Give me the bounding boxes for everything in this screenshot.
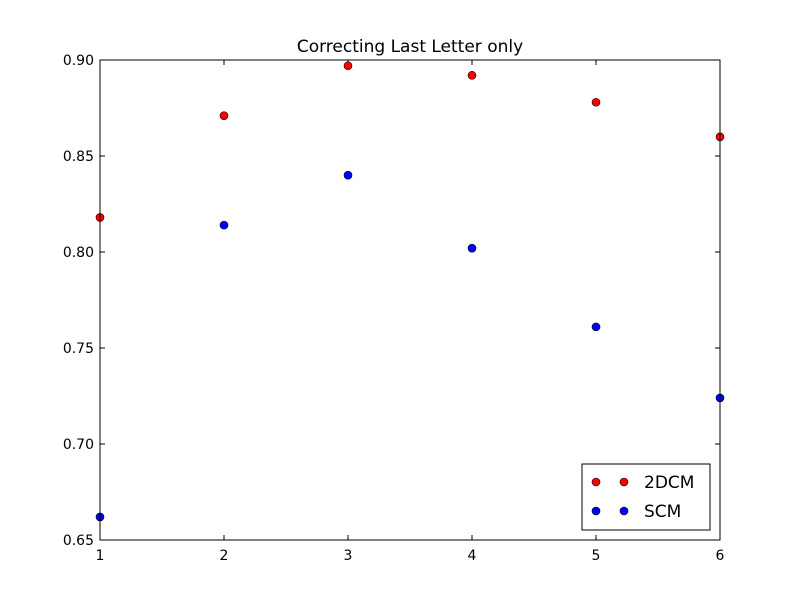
legend: 2DCM SCM [581, 463, 711, 531]
plot-frame [99, 59, 721, 541]
x-tick-label: 4 [468, 548, 477, 564]
x-tick-label: 2 [220, 548, 229, 564]
y-tick-label: 0.90 [63, 53, 94, 69]
data-point-scm [343, 170, 353, 180]
y-tick-label: 0.65 [63, 533, 94, 549]
y-tick-label: 0.70 [63, 437, 94, 453]
data-point-2dcm [343, 61, 353, 71]
legend-marker-scm [591, 506, 601, 516]
y-tick-label: 0.85 [63, 149, 94, 165]
x-tick-label: 3 [344, 548, 353, 564]
y-tick-label: 0.80 [63, 245, 94, 261]
y-tick-label: 0.75 [63, 341, 94, 357]
legend-label-2dcm: 2DCM [644, 473, 694, 493]
legend-marker-2dcm [619, 477, 629, 487]
data-point-scm [467, 243, 477, 253]
data-point-2dcm [467, 71, 477, 80]
data-point-2dcm [219, 111, 229, 120]
x-tick-label: 1 [96, 548, 105, 564]
data-point-2dcm [591, 97, 601, 107]
ticks-layer: 1 2 3 4 5 6 0.65 0.70 0.75 0.80 0.85 0.90 [63, 53, 725, 564]
legend-box [581, 463, 711, 531]
chart-title: Correcting Last Letter only [297, 37, 523, 57]
data-point-scm [219, 220, 229, 230]
x-tick-label: 6 [716, 548, 725, 564]
legend-label-scm: SCM [644, 502, 681, 522]
data-point-scm [591, 322, 601, 332]
legend-marker-2dcm [591, 477, 601, 487]
legend-marker-scm [619, 506, 629, 516]
x-tick-label: 5 [592, 548, 601, 564]
